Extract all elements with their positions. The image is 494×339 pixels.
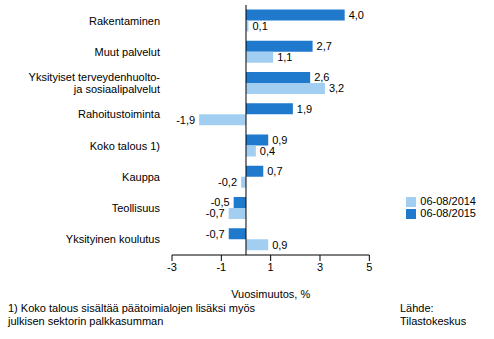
svg-text:1,1: 1,1 xyxy=(277,51,292,63)
svg-text:Yksityiset terveydenhuolto-ja: Yksityiset terveydenhuolto-ja sosiaalipa… xyxy=(29,71,161,95)
html-text:06-08/2015: 06-08/2015 xyxy=(420,207,476,220)
svg-text:-1: -1 xyxy=(216,261,226,273)
svg-text:-0,7: -0,7 xyxy=(206,228,225,240)
svg-text:Rahoitustoiminta: Rahoitustoiminta xyxy=(78,108,161,120)
svg-text:2,7: 2,7 xyxy=(317,40,332,52)
svg-text:3: 3 xyxy=(317,261,323,273)
svg-text:Vuosimuutos, %: Vuosimuutos, % xyxy=(231,288,310,300)
svg-text:0,9: 0,9 xyxy=(272,133,288,146)
svg-text:5: 5 xyxy=(366,261,372,273)
svg-text:Kauppa: Kauppa xyxy=(122,171,161,183)
html-text:Lähde: Tilastokeskus: Lähde: Tilastokeskus xyxy=(400,302,467,327)
svg-text:-3: -3 xyxy=(167,261,177,273)
svg-text:0,1: 0,1 xyxy=(252,20,267,32)
html-text:1) Koko talous sisältää päätoi: 1) Koko talous sisältää päätoimialojen l… xyxy=(8,302,255,327)
svg-text:3,2: 3,2 xyxy=(329,82,344,94)
svg-text:Teollisuus: Teollisuus xyxy=(112,202,161,214)
svg-text:-0,5: -0,5 xyxy=(210,196,230,209)
svg-text:Muut palvelut: Muut palvelut xyxy=(95,46,160,58)
svg-text:1,9: 1,9 xyxy=(297,103,312,115)
svg-text:-0,7: -0,7 xyxy=(206,207,225,219)
svg-text:Koko talous 1): Koko talous 1) xyxy=(90,140,160,152)
svg-text:1: 1 xyxy=(268,261,274,273)
svg-text:0,7: 0,7 xyxy=(267,165,282,177)
svg-text:Yksityinen koulutus: Yksityinen koulutus xyxy=(66,233,161,245)
svg-text:-0,2: -0,2 xyxy=(218,176,237,188)
svg-text:0,9: 0,9 xyxy=(272,239,287,251)
svg-text:2,6: 2,6 xyxy=(314,71,329,83)
html-text:06-08/2014: 06-08/2014 xyxy=(420,195,476,207)
svg-text:4,0: 4,0 xyxy=(349,9,364,21)
svg-text:Rakentaminen: Rakentaminen xyxy=(89,15,160,27)
svg-text:-1,9: -1,9 xyxy=(176,114,195,126)
svg-text:0,4: 0,4 xyxy=(260,145,275,157)
